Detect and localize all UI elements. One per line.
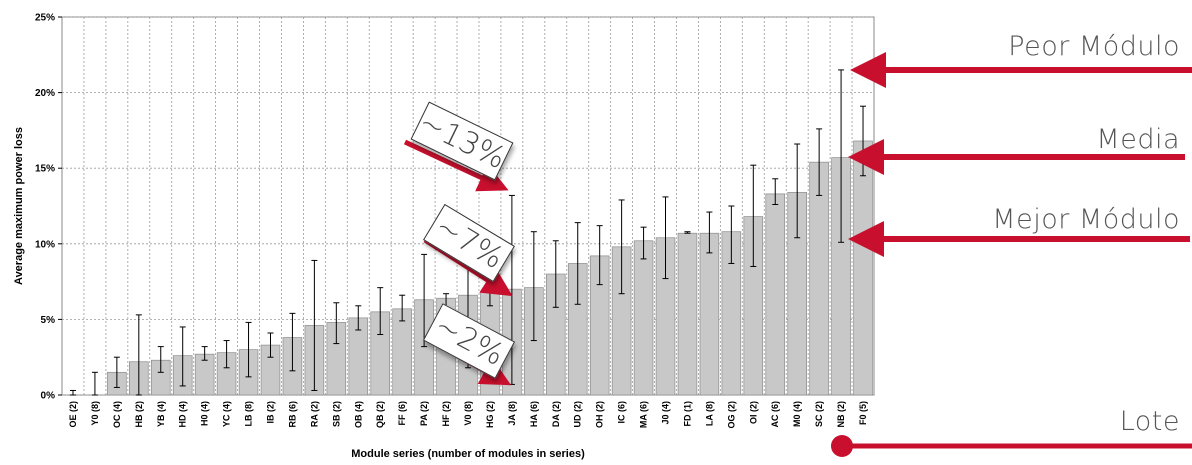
x-tick-label: SB (2) — [331, 401, 341, 427]
x-tick-label: HD (4) — [178, 401, 188, 428]
x-tick-label: OH (2) — [595, 401, 605, 428]
x-tick-label: J0 (4) — [661, 401, 671, 425]
batch-dot — [831, 435, 853, 457]
x-tick-label: LA (8) — [704, 401, 714, 426]
x-tick-label: HG (2) — [485, 401, 495, 428]
x-tick-label: MA (6) — [639, 401, 649, 428]
x-tick-label: HF (2) — [441, 401, 451, 427]
x-tick-label: OE (2) — [68, 401, 78, 428]
x-tick-label: LB (8) — [244, 401, 254, 427]
x-tick-label: H0 (4) — [200, 401, 210, 426]
bar — [765, 193, 786, 396]
x-tick-label: OG (2) — [726, 401, 736, 429]
x-tick-label: JA (8) — [507, 401, 517, 426]
y-tick-label: 5% — [41, 315, 56, 326]
x-tick-label: V0 (8) — [463, 401, 473, 426]
x-tick-label: FD (1) — [682, 401, 692, 427]
y-axis-label: Average maximum power loss — [13, 127, 25, 285]
x-tick-label: F0 (5) — [858, 401, 868, 425]
x-tick-label: AC (6) — [770, 401, 780, 428]
x-tick-label: FF (6) — [397, 401, 407, 426]
y-tick-label: 0% — [41, 391, 56, 402]
x-tick-label: SC (2) — [814, 401, 824, 427]
x-tick-label: OC (4) — [112, 401, 122, 428]
bar — [677, 232, 698, 396]
y-tick-label: 10% — [35, 239, 55, 250]
bar — [809, 161, 829, 396]
callout-arrow-13 — [403, 139, 509, 192]
x-tick-label: QB (2) — [375, 401, 385, 428]
x-tick-label: IC (6) — [617, 401, 627, 424]
x-axis: OE (2) Y0 (8) OC (4) HB (2) YB (4) HD (4) H0 (… — [68, 401, 868, 429]
batch-label: Lote — [1119, 406, 1180, 437]
x-tick-label: HB (2) — [134, 401, 144, 428]
bar — [633, 240, 654, 396]
best-module-label: Mejor Módulo — [992, 204, 1180, 235]
x-axis-label: Module series (number of modules in seri… — [351, 448, 585, 460]
mean-label: Media — [1096, 124, 1180, 155]
x-tick-label: PA (2) — [419, 401, 429, 426]
bar — [853, 140, 873, 396]
x-tick-label: NB (2) — [836, 401, 846, 428]
x-tick-label: RA (2) — [309, 401, 319, 427]
x-tick-label: RB (6) — [287, 401, 297, 428]
x-tick-label: Y0 (8) — [90, 401, 100, 426]
y-tick-label: 25% — [35, 13, 55, 24]
x-tick-label: IB (2) — [265, 401, 275, 424]
x-tick-label: M0 (4) — [792, 401, 802, 427]
x-tick-label: UD (2) — [573, 401, 583, 428]
y-tick-label: 15% — [35, 164, 55, 175]
bar — [392, 308, 412, 396]
x-tick-label: DA (2) — [551, 401, 561, 427]
y-tick-label: 20% — [35, 88, 55, 99]
x-tick-label: OB (4) — [353, 401, 363, 428]
x-tick-label: YB (4) — [156, 401, 166, 427]
worst-module-label: Peor Módulo — [1008, 31, 1180, 62]
x-tick-label: OI (2) — [748, 401, 758, 424]
y-axis: 0% 5% 10% 15% 20% 25% — [35, 13, 62, 402]
bar — [699, 232, 720, 396]
x-tick-label: YC (4) — [222, 401, 232, 427]
x-tick-label: HA (6) — [529, 401, 539, 427]
